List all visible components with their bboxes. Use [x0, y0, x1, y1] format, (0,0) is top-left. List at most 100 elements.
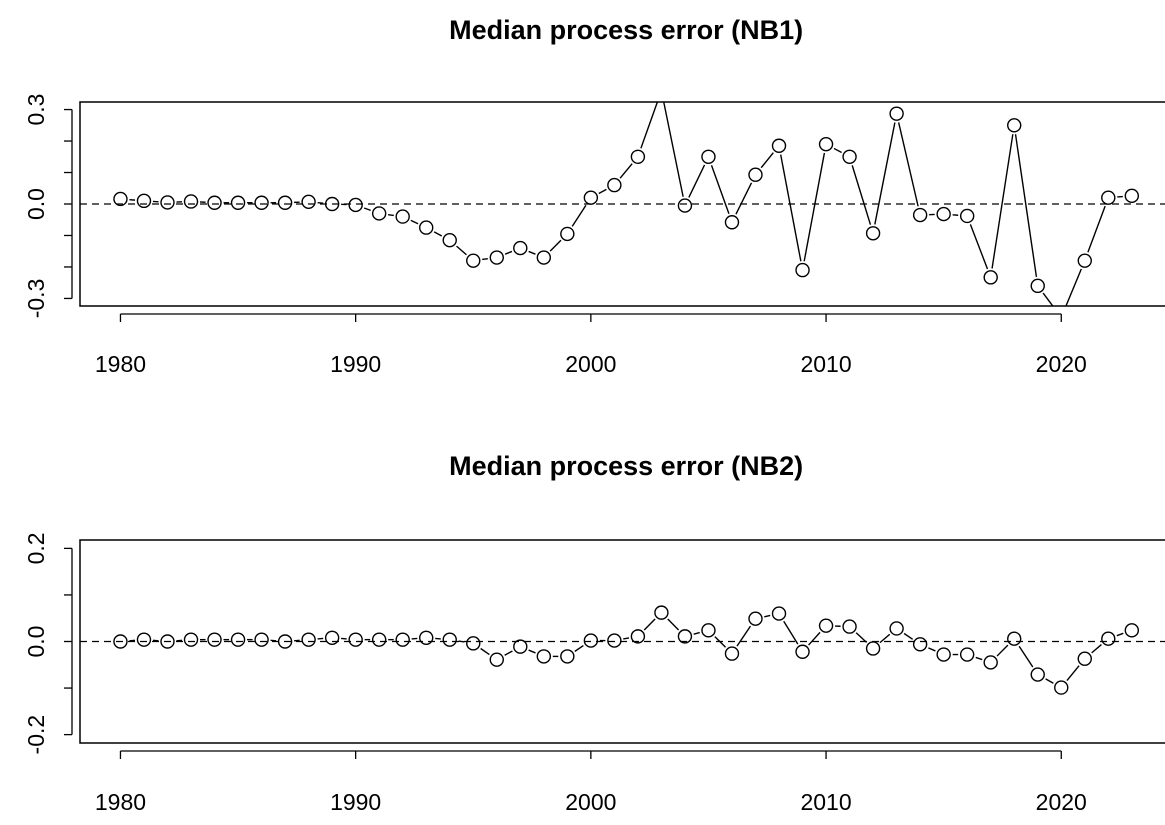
- point: [630, 149, 646, 164]
- y-tick-label: 0.2: [23, 532, 49, 564]
- line-segment: [779, 154, 802, 262]
- point: [254, 632, 269, 647]
- panel: Median process error (NB2) -0.2 0.0 0.2 1980…: [23, 451, 1165, 815]
- point: [936, 647, 951, 662]
- line-segment: [528, 250, 536, 255]
- point: [1007, 631, 1022, 646]
- line-segment: [363, 207, 371, 212]
- point: [1101, 190, 1116, 205]
- point: [583, 190, 599, 205]
- x-tick-label: 2000: [565, 789, 616, 815]
- line-segment: [598, 188, 607, 195]
- point: [1124, 623, 1140, 638]
- point: [489, 250, 504, 265]
- point: [1030, 278, 1045, 294]
- point: [371, 632, 387, 647]
- line-segment: [1018, 645, 1034, 668]
- x-tick-label: 2020: [1036, 351, 1087, 377]
- line-segment: [903, 632, 914, 640]
- line-segment: [808, 631, 821, 646]
- y-tick-label: -0.2: [23, 715, 49, 755]
- line-segment: [714, 636, 727, 648]
- point: [324, 630, 340, 645]
- line-segment: [528, 649, 536, 654]
- x-tick-label: 2020: [1036, 789, 1087, 815]
- point: [1124, 188, 1140, 204]
- line-segment: [710, 165, 730, 215]
- line-segment: [663, 102, 684, 197]
- point: [466, 253, 481, 268]
- line-segment: [456, 245, 467, 256]
- plot-area: [80, 605, 1165, 695]
- line-segment: [736, 625, 752, 647]
- point: [936, 206, 951, 222]
- point: [748, 611, 763, 626]
- point: [254, 195, 269, 210]
- line-segment: [482, 258, 488, 261]
- point: [1030, 667, 1045, 682]
- chart-title: Median process error (NB2): [449, 451, 803, 481]
- point: [395, 209, 410, 224]
- point: [489, 652, 504, 667]
- line-segment: [928, 647, 936, 652]
- point: [442, 632, 457, 647]
- point: [113, 634, 128, 649]
- line-segment: [693, 631, 700, 635]
- line-segment: [1087, 205, 1106, 253]
- line-segment: [874, 122, 896, 225]
- point: [959, 208, 975, 224]
- point: [324, 196, 340, 212]
- x-tick-label: 2000: [565, 351, 616, 377]
- line-segment: [975, 656, 983, 661]
- point: [207, 195, 222, 210]
- y-tick-label: -0.3: [23, 279, 49, 319]
- line-segment: [1091, 644, 1102, 654]
- point: [1077, 651, 1092, 666]
- point: [912, 637, 928, 652]
- point: [419, 630, 434, 645]
- plot-area: [80, 102, 1165, 306]
- point: [654, 605, 669, 620]
- point: [607, 177, 622, 193]
- line-segment: [1042, 292, 1054, 306]
- line-segment: [996, 644, 1009, 657]
- point: [889, 106, 904, 121]
- line-segment: [1116, 632, 1124, 637]
- point: [583, 633, 599, 648]
- point: [842, 149, 857, 164]
- line-segment: [504, 250, 513, 255]
- point: [136, 632, 152, 647]
- point: [677, 629, 693, 644]
- point: [771, 606, 787, 621]
- point: [818, 618, 834, 633]
- point: [230, 195, 246, 210]
- line-segment: [623, 637, 630, 640]
- point: [1054, 680, 1069, 695]
- y-tick-label: 0.3: [23, 94, 49, 126]
- point: [301, 194, 316, 209]
- line-segment: [688, 164, 706, 198]
- line-segment: [879, 633, 891, 644]
- line-segment: [735, 182, 753, 215]
- point: [560, 226, 575, 242]
- point: [1007, 118, 1022, 133]
- point: [513, 639, 528, 654]
- point: [607, 633, 622, 648]
- line-segment: [571, 204, 587, 227]
- point: [160, 195, 175, 210]
- panel: Median process error (NB1) -0.3 0.0 0.3 1980…: [23, 15, 1165, 377]
- line-segment: [764, 614, 771, 618]
- line-segment: [969, 224, 989, 270]
- point: [183, 632, 199, 647]
- point: [701, 149, 716, 164]
- point: [1077, 253, 1092, 268]
- point: [442, 233, 457, 248]
- line-segment: [504, 650, 513, 656]
- line-segment: [458, 640, 465, 643]
- point: [277, 634, 293, 649]
- line-segment: [855, 632, 867, 643]
- line-segment: [388, 213, 394, 217]
- point: [771, 138, 787, 153]
